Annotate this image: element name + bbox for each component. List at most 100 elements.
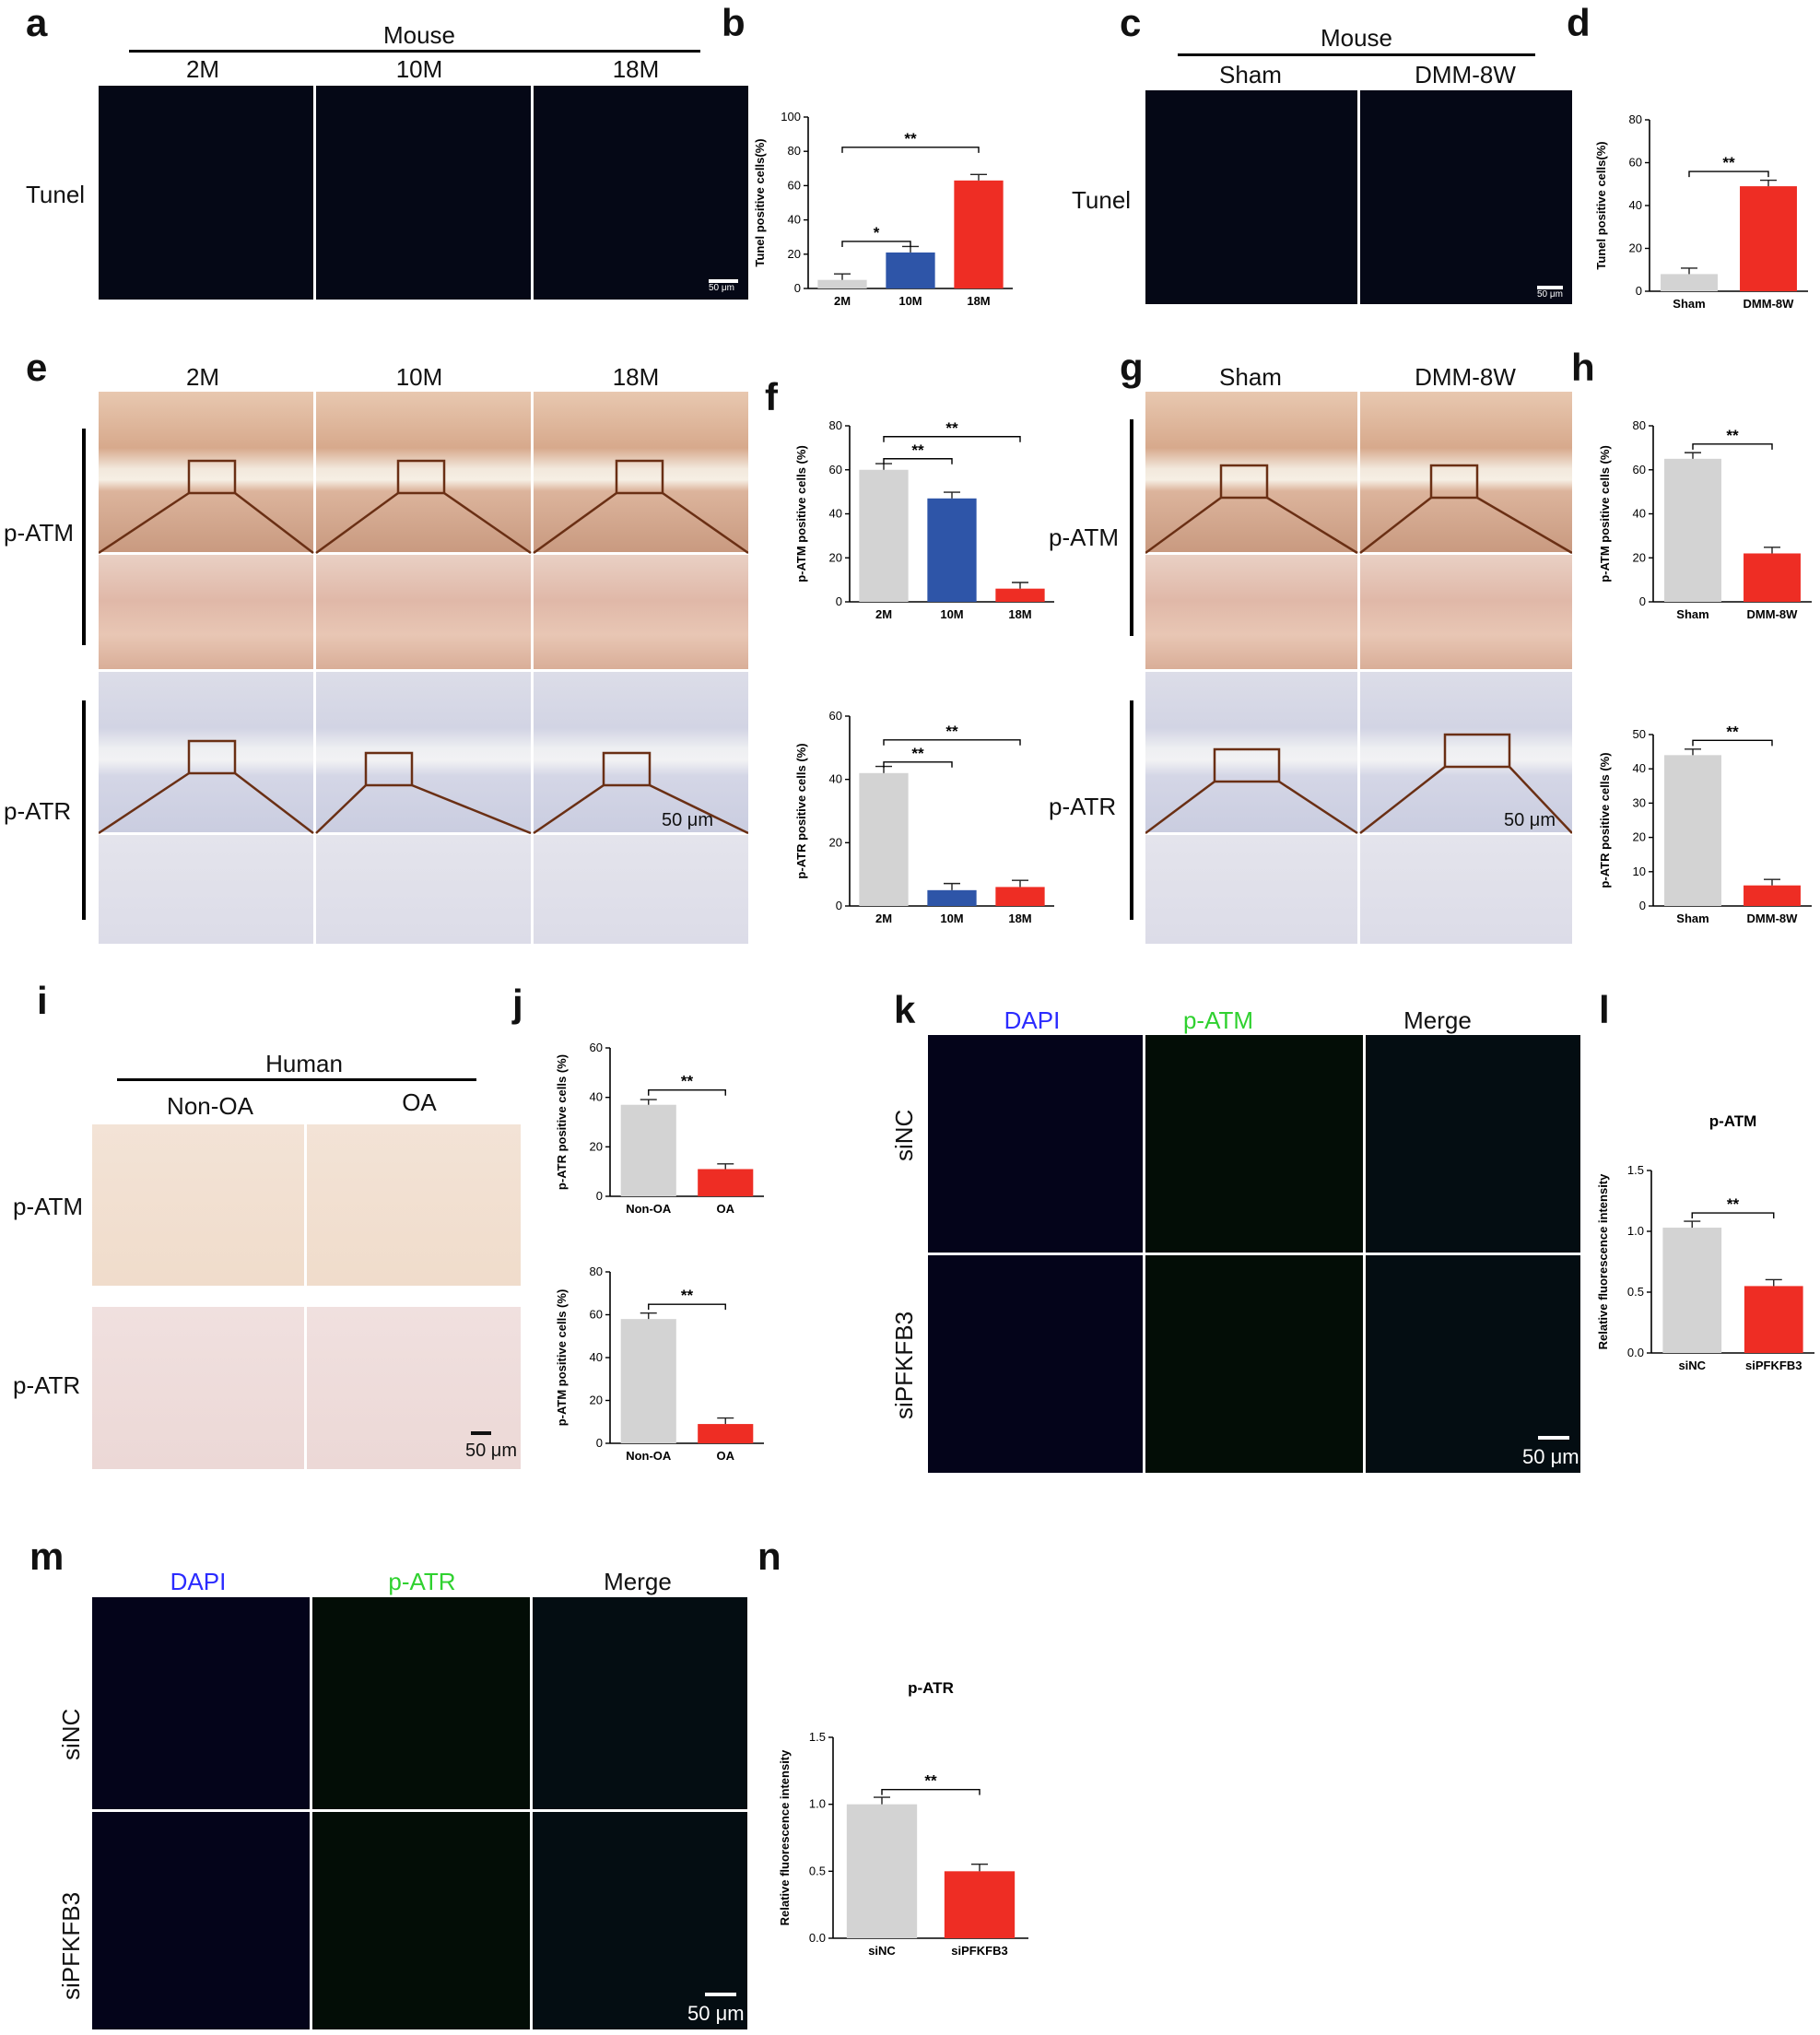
- x-tick-label: 2M: [875, 607, 892, 621]
- bar-siNC: [846, 1804, 918, 1938]
- scale-bar: [709, 279, 738, 283]
- x-tick-label: OA: [717, 1202, 735, 1216]
- y-tick-label: 20: [1629, 241, 1642, 255]
- panel-a-rule: [129, 50, 700, 53]
- panel-letter-e: e: [26, 346, 48, 389]
- panel-letter-g: g: [1120, 346, 1144, 389]
- y-tick-label: 20: [829, 835, 842, 849]
- y-tick-label: 0: [1639, 594, 1646, 608]
- y-tick-label: 0.0: [1627, 1346, 1644, 1359]
- human-patr-nonoa: [92, 1307, 304, 1469]
- patm-zoom-10m: [316, 555, 531, 669]
- scale-label: 50 μm: [1537, 289, 1563, 300]
- patm-overview-18m: [534, 392, 748, 552]
- chart-f-patm: p-ATM positive cells (%) 0 20 40 60 80 2M 10M 18…: [794, 418, 1054, 621]
- panel-letter-i: i: [37, 979, 48, 1022]
- y-tick-label: 80: [1629, 112, 1642, 126]
- panel-letter-l: l: [1599, 988, 1610, 1031]
- y-axis-label: Tunel positive cells(%): [753, 138, 767, 266]
- patr-zoom-sham: [1145, 835, 1357, 944]
- chart-f-patr: p-ATR positive cells (%) 0 20 40 60 2M 10M 18M *…: [794, 709, 1054, 925]
- panel-k-row-2: siPFKFB3: [890, 1311, 918, 1419]
- y-tick-label: 40: [590, 1350, 603, 1364]
- panel-c-col-1: Sham: [1219, 61, 1282, 88]
- y-tick-label: 1.0: [1627, 1224, 1644, 1238]
- y-tick-label: 20: [590, 1394, 603, 1407]
- bar-DMM-8W: [1744, 885, 1801, 906]
- bar-Sham: [1664, 458, 1721, 602]
- y-tick-label: 10: [1633, 865, 1646, 878]
- m-patr-sipfkfb3: [312, 1812, 530, 2029]
- y-tick-label: 20: [1633, 550, 1646, 564]
- panel-letter-n: n: [757, 1535, 781, 1578]
- panel-letter-d: d: [1567, 1, 1591, 44]
- y-tick-label: 0: [596, 1436, 603, 1450]
- y-tick-label: 40: [1633, 761, 1646, 775]
- bar-2M: [859, 772, 909, 906]
- panel-m-row-2: siPFKFB3: [57, 1891, 85, 2000]
- x-tick-label: Sham: [1676, 607, 1708, 621]
- y-tick-label: 0.5: [1627, 1285, 1644, 1299]
- y-axis-label: p-ATR positive cells (%): [1598, 752, 1612, 888]
- bar-10M: [927, 889, 977, 906]
- panel-m-row-1: siNC: [57, 1708, 85, 1760]
- panel-k-col-2: p-ATM: [1182, 1006, 1254, 1034]
- chart-h-patm: p-ATM positive cells (%) 0 20 40 60 80 Sham DMM…: [1598, 418, 1812, 621]
- scale-label: 50 μm: [709, 283, 734, 293]
- panel-i-group: Human: [265, 1050, 343, 1077]
- panel-letter-b: b: [722, 1, 746, 44]
- y-tick-label: 1.0: [809, 1797, 826, 1811]
- panel-letter-h: h: [1571, 346, 1595, 389]
- x-tick-label: 18M: [967, 294, 990, 308]
- panel-a-col-3: 18M: [612, 55, 660, 83]
- patm-zoom-sham: [1145, 555, 1357, 669]
- panel-a-row: Tunel: [26, 181, 86, 208]
- bar-siPFKFB3: [944, 1871, 1016, 1938]
- panel-e-row-2: p-ATR: [4, 797, 72, 825]
- y-tick-label: 0: [836, 594, 842, 608]
- tunel-image-10m: [316, 86, 531, 300]
- panel-g-col-2: DMM-8W: [1415, 363, 1516, 391]
- significance-label: **: [1726, 427, 1739, 444]
- y-tick-label: 60: [590, 1041, 603, 1054]
- panel-c-row: Tunel: [1072, 186, 1132, 214]
- panel-e-inset-overlays: [99, 459, 748, 835]
- chart-b-content: Tunel positive cells(%) 0 20 40 60 80 100 2M 10M…: [753, 110, 1013, 308]
- panel-k-col-1: DAPI: [1004, 1006, 1061, 1034]
- x-tick-label: 18M: [1008, 607, 1031, 621]
- chart-h-patr: p-ATR positive cells (%) 0 10 20 30 40 50 Sham D…: [1598, 723, 1812, 925]
- y-axis-label: p-ATM positive cells (%): [794, 445, 808, 582]
- y-tick-label: 20: [1633, 830, 1646, 844]
- significance-bracket: [883, 458, 953, 465]
- chart-n-content: p-ATR Relative fluorescence intensity 0.0 0…: [778, 1679, 1028, 1958]
- x-tick-label: 10M: [940, 607, 963, 621]
- bar-18M: [995, 588, 1045, 602]
- panel-letter-j: j: [512, 982, 523, 1025]
- scale-bar: [1537, 286, 1563, 289]
- panel-e-row-bracket-2: [82, 700, 86, 920]
- x-tick-label: siPFKFB3: [951, 1944, 1007, 1958]
- significance-label: **: [1726, 723, 1739, 740]
- panel-c-rule: [1178, 53, 1535, 56]
- y-tick-label: 80: [788, 144, 801, 158]
- patm-overview-sham: [1145, 392, 1357, 552]
- panel-e-scale-label: 50 μm: [662, 810, 713, 830]
- significance-label: **: [911, 745, 924, 762]
- patm-zoom-18m: [534, 555, 748, 669]
- m-merge-sinc: [533, 1597, 747, 1809]
- panel-c-group: Mouse: [1320, 24, 1393, 52]
- x-tick-label: Non-OA: [626, 1449, 672, 1463]
- tunel-image-sham: [1145, 90, 1357, 304]
- panel-k-row-1: siNC: [890, 1109, 918, 1161]
- patr-zoom-18m: [534, 835, 748, 944]
- x-tick-label: 18M: [1008, 912, 1031, 925]
- chart-d-content: Tunel positive cells(%) 0 20 40 60 80 Sham DMM-…: [1594, 112, 1808, 311]
- y-axis-label: p-ATM positive cells (%): [1598, 445, 1612, 582]
- y-tick-label: 80: [829, 418, 842, 432]
- panel-g-row-1: p-ATM: [1049, 523, 1120, 551]
- significance-label: **: [904, 130, 917, 147]
- significance-bracket: [883, 761, 953, 768]
- significance-label: **: [681, 1073, 694, 1090]
- bar-18M: [954, 180, 1004, 288]
- bar-DMM-8W: [1744, 553, 1801, 602]
